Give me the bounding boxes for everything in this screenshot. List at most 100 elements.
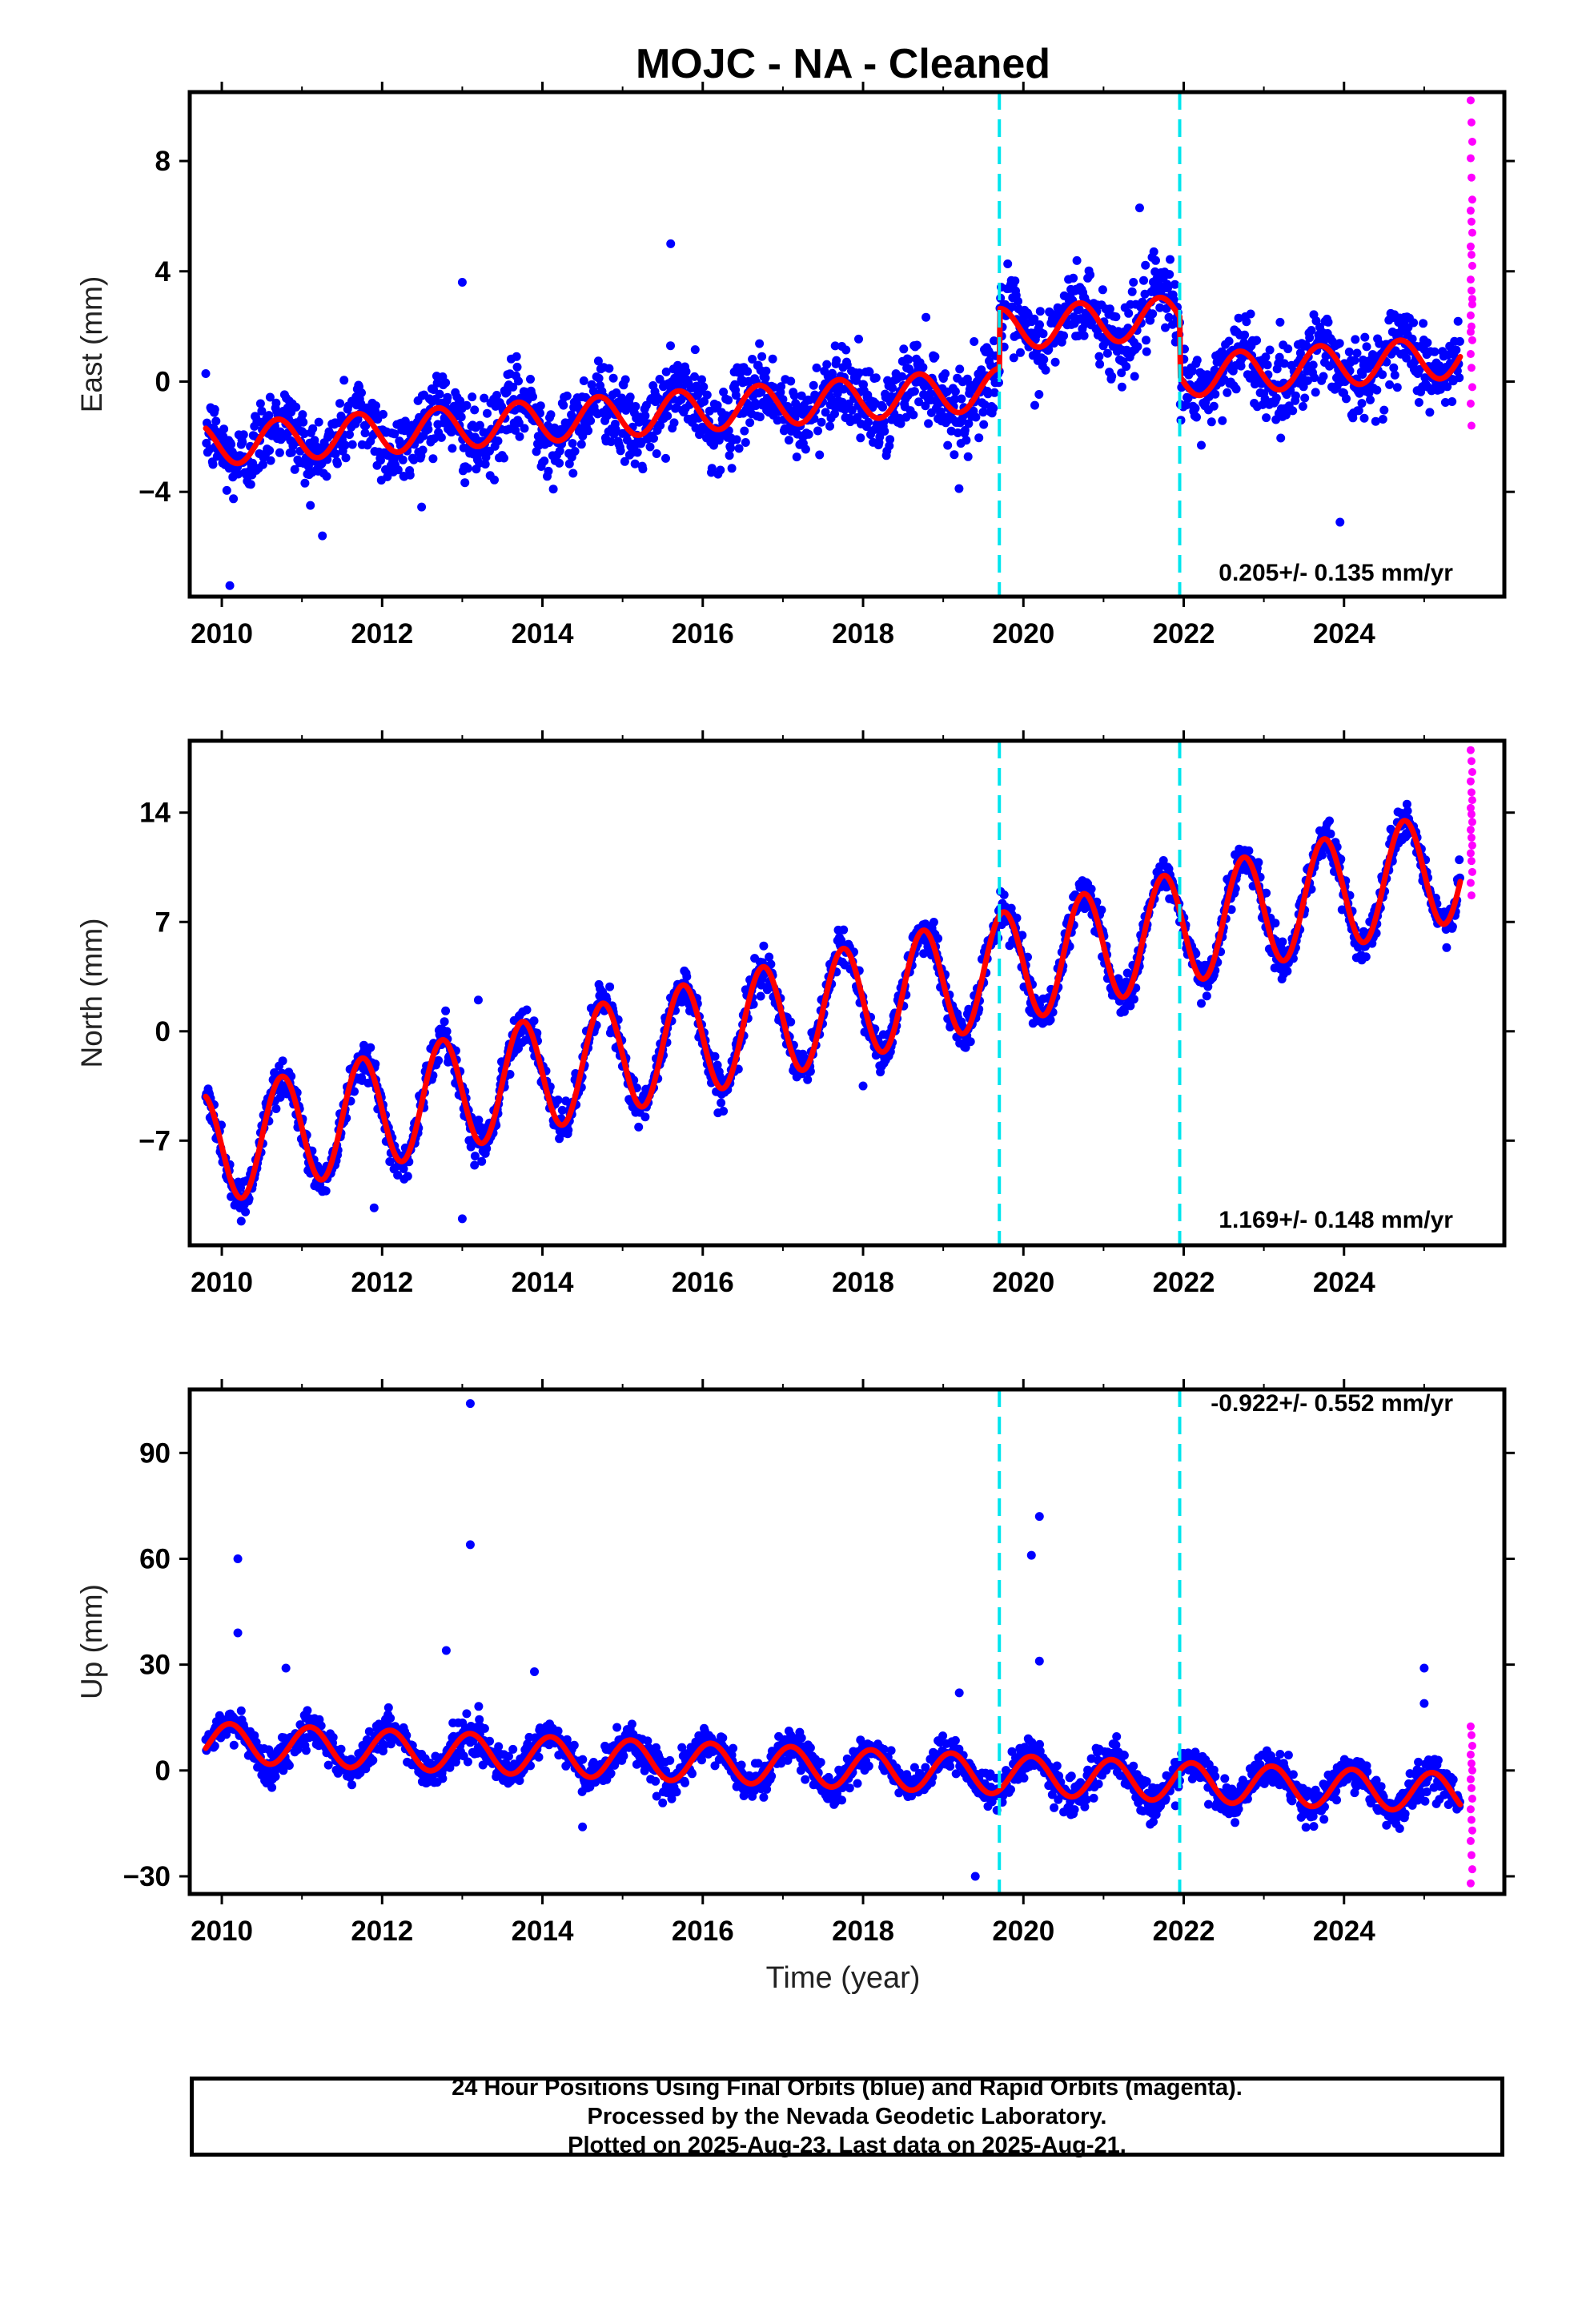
- east-point: [265, 446, 275, 455]
- east-point: [1209, 401, 1219, 411]
- east-point: [322, 472, 331, 481]
- up-point: [301, 1746, 311, 1755]
- east-point: [789, 391, 799, 400]
- east-point: [456, 396, 465, 406]
- east-rapid-point: [1467, 421, 1476, 430]
- north-point: [482, 1144, 492, 1153]
- east-point: [957, 394, 966, 404]
- north-rapid-point: [1466, 746, 1475, 754]
- east-point: [546, 410, 556, 420]
- east-point: [1360, 332, 1370, 342]
- east-point: [690, 372, 699, 381]
- north-point: [1271, 919, 1280, 928]
- north-rapid-point: [1468, 818, 1476, 826]
- east-point: [1300, 393, 1310, 403]
- up-point: [534, 1752, 544, 1762]
- east-point: [1263, 360, 1272, 370]
- north-y-tick-label: 14: [139, 798, 171, 829]
- north-point: [1202, 991, 1211, 1001]
- east-point: [830, 409, 839, 419]
- east-point: [1102, 348, 1112, 358]
- north-point: [470, 1160, 480, 1170]
- east-point: [977, 365, 986, 375]
- east-point: [1003, 259, 1013, 268]
- east-rapid-point: [1466, 96, 1475, 105]
- east-point: [631, 402, 640, 411]
- east-point: [1455, 373, 1464, 383]
- up-point: [386, 1714, 396, 1723]
- east-point: [755, 339, 765, 348]
- north-point: [786, 1017, 796, 1027]
- north-point: [366, 1043, 375, 1052]
- east-point: [1240, 330, 1250, 340]
- north-point: [477, 1156, 487, 1166]
- east-point: [462, 400, 472, 410]
- east-point: [1007, 302, 1017, 312]
- up-point: [553, 1727, 563, 1735]
- east-point: [1139, 275, 1148, 285]
- east-point: [625, 392, 635, 402]
- east-point: [555, 458, 564, 468]
- east-point: [219, 424, 229, 434]
- east-point: [594, 373, 604, 383]
- east-point: [559, 400, 568, 410]
- east-point: [1425, 408, 1435, 417]
- east-x-tick-label: 2010: [191, 618, 253, 649]
- up-point: [508, 1744, 518, 1754]
- east-point: [1192, 356, 1202, 365]
- north-point: [442, 1027, 452, 1036]
- east-x-tick-label: 2016: [672, 618, 734, 649]
- east-point: [1149, 247, 1158, 256]
- east-point: [854, 334, 863, 344]
- east-point: [950, 387, 960, 396]
- north-y-tick-label: 7: [155, 907, 171, 938]
- east-point: [666, 341, 675, 351]
- north-axes-frame: [187, 738, 1507, 1248]
- east-point: [606, 437, 616, 447]
- east-point: [832, 356, 841, 365]
- east-point: [1281, 410, 1291, 420]
- east-point: [520, 424, 529, 433]
- east-point: [1350, 356, 1359, 365]
- north-point: [275, 1092, 285, 1102]
- east-point: [227, 440, 236, 449]
- east-point: [1359, 413, 1369, 423]
- east-point: [300, 478, 310, 488]
- east-point: [1142, 347, 1151, 356]
- east-point: [1030, 314, 1039, 324]
- panel-north: 2010 2012 2014 2016 2018 2020 2022 2024−70714No…: [75, 730, 1515, 1298]
- east-outlier-point: [225, 581, 235, 590]
- east-point: [409, 455, 419, 464]
- east-point: [1236, 361, 1246, 371]
- north-y-tick-label: −7: [139, 1125, 171, 1156]
- east-point: [424, 424, 433, 434]
- east-point: [1191, 404, 1200, 413]
- east-point: [1335, 339, 1344, 348]
- north-rapid-point: [1466, 826, 1475, 834]
- east-point: [847, 405, 857, 415]
- east-point: [978, 408, 988, 417]
- east-point: [333, 459, 342, 468]
- east-point: [468, 392, 477, 402]
- north-point: [1244, 846, 1254, 855]
- east-point: [492, 391, 501, 400]
- east-point: [568, 439, 577, 448]
- east-point: [1452, 345, 1461, 355]
- east-point: [528, 392, 537, 401]
- east-point: [1455, 336, 1464, 346]
- east-point: [581, 392, 591, 402]
- east-point: [878, 402, 888, 412]
- east-point: [383, 472, 392, 481]
- north-y-axis-label: North (mm): [75, 918, 108, 1068]
- east-point: [854, 368, 864, 378]
- north-rapid-point: [1467, 788, 1476, 797]
- east-point: [1362, 342, 1371, 352]
- east-point: [632, 448, 642, 457]
- east-point: [1409, 318, 1419, 328]
- north-rapid-point: [1466, 849, 1475, 858]
- north-velocity-rate-label: 1.169+/- 0.148 mm/yr: [1219, 1207, 1453, 1233]
- north-point: [474, 1116, 484, 1125]
- east-point: [864, 417, 873, 427]
- east-point: [661, 367, 671, 376]
